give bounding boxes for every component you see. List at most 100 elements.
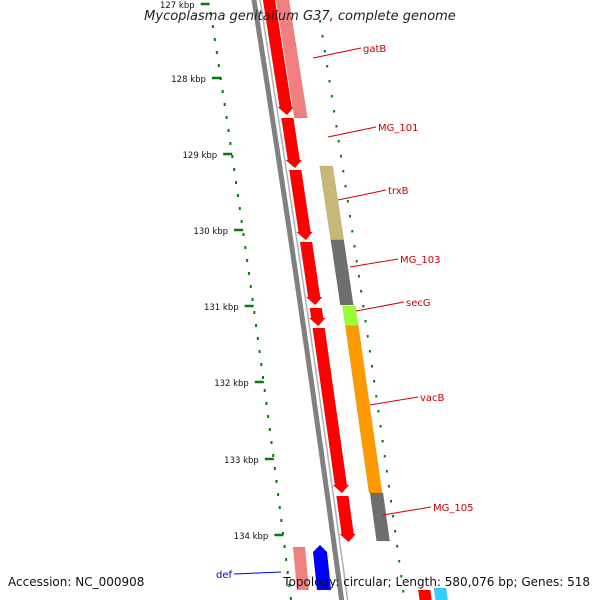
backbone-line-inner <box>259 0 349 600</box>
ruler-dot <box>231 155 234 158</box>
outer-ruler-dot <box>323 50 326 53</box>
ruler-tick-label: 129 kbp <box>183 151 218 161</box>
gene-label-def[interactable]: def <box>216 570 233 581</box>
outer-ruler-dot <box>398 560 401 563</box>
cds-arrow-3[interactable] <box>288 169 314 241</box>
gene-label-MG_105[interactable]: MG_105 <box>433 503 473 514</box>
ruler-dot <box>256 337 259 340</box>
ruler-dot <box>225 116 228 119</box>
ruler-dot <box>217 64 220 67</box>
ruler-dot <box>281 532 284 535</box>
label-leader-MG_101 <box>327 126 377 138</box>
ruler-dot <box>209 12 212 15</box>
ruler-tick-label: 132 kbp <box>214 379 249 389</box>
ruler-tick-label: 131 kbp <box>204 303 239 313</box>
outer-ruler-dot <box>362 305 365 308</box>
ruler-dot <box>255 324 258 327</box>
ruler-dot <box>247 272 250 275</box>
backbone-line-outer <box>251 0 345 600</box>
ruler-dot <box>272 454 275 457</box>
cds-arrow-1[interactable] <box>261 0 295 116</box>
gene-block-def[interactable] <box>313 545 331 590</box>
gene-block-cyan[interactable] <box>433 587 448 600</box>
ruler-dot <box>223 103 226 106</box>
ruler-dot <box>262 376 265 379</box>
cds-arrow-5[interactable] <box>308 307 326 327</box>
gene-block-trxB[interactable] <box>319 165 345 241</box>
gene-block-MG_103[interactable] <box>330 239 354 306</box>
gene-block-vacB[interactable] <box>345 325 383 494</box>
gene-block-pink-lower[interactable] <box>293 547 309 590</box>
label-leader-secG <box>355 301 405 312</box>
cds-arrow-6[interactable] <box>312 327 350 494</box>
ruler-dot <box>213 38 216 41</box>
outer-ruler-dot <box>321 35 324 38</box>
ruler-dot <box>215 51 218 54</box>
gene-block-gatB[interactable] <box>274 0 308 119</box>
ruler-dot <box>242 233 245 236</box>
ruler-dot <box>286 571 289 574</box>
outer-ruler-dot <box>371 365 374 368</box>
outer-ruler-dot <box>353 245 356 248</box>
gene-label-secG[interactable]: secG <box>406 298 431 309</box>
ruler-dot <box>235 181 238 184</box>
cds-arrow-4[interactable] <box>299 241 323 306</box>
outer-ruler-dot <box>379 425 382 428</box>
ruler-dot <box>211 25 214 28</box>
label-leader-gatB <box>312 47 362 59</box>
ruler-dot <box>278 506 281 509</box>
map-title: Mycoplasma genitalium G37, complete geno… <box>144 9 456 24</box>
outer-ruler-dot <box>364 320 367 323</box>
ruler-dot <box>246 259 249 262</box>
ruler-dot <box>265 402 268 405</box>
outer-ruler-dot <box>400 575 403 578</box>
gene-block-MG_105[interactable] <box>369 492 390 542</box>
outer-ruler-dot <box>360 290 363 293</box>
label-leader-def <box>233 571 282 575</box>
cds-arrow-7[interactable] <box>336 495 357 543</box>
ruler-dot <box>258 350 261 353</box>
outer-ruler-dot <box>381 440 384 443</box>
gene-label-vacB[interactable]: vacB <box>420 393 445 404</box>
topology-label: Topology: circular; Length: 580,076 bp; … <box>283 575 590 589</box>
outer-ruler-dot <box>377 410 380 413</box>
ruler-dot <box>238 207 241 210</box>
outer-ruler-dot <box>346 200 349 203</box>
ruler-dot <box>270 441 273 444</box>
ruler-dot <box>277 493 280 496</box>
ruler-dot <box>283 545 286 548</box>
gene-label-MG_103[interactable]: MG_103 <box>400 255 440 266</box>
outer-ruler-dot <box>373 380 376 383</box>
label-leader-MG_105 <box>382 506 432 516</box>
ruler-dot <box>273 467 276 470</box>
outer-ruler-dot <box>368 350 371 353</box>
outer-ruler-dot <box>349 215 352 218</box>
label-leader-trxB <box>337 189 387 201</box>
gene-label-MG_101[interactable]: MG_101 <box>378 123 418 134</box>
ruler-dot <box>253 311 256 314</box>
ruler-dot <box>288 584 291 587</box>
ruler-dot <box>244 246 247 249</box>
gene-block-secG[interactable] <box>342 305 359 327</box>
outer-ruler-dot <box>402 590 405 593</box>
label-leader-MG_103 <box>349 258 399 268</box>
ruler-dot <box>260 363 263 366</box>
gene-label-trxB[interactable]: trxB <box>388 186 409 197</box>
cds-arrow-2[interactable] <box>281 117 303 169</box>
outer-ruler-dot <box>385 470 388 473</box>
outer-ruler-dot <box>335 125 338 128</box>
ruler-dot <box>275 480 278 483</box>
cds-arrow-bottom[interactable] <box>417 589 432 600</box>
ruler-tick-label: 130 kbp <box>193 227 228 237</box>
gene-label-gatB[interactable]: gatB <box>363 44 386 55</box>
ruler-tick-label: 134 kbp <box>234 532 269 542</box>
outer-ruler-dot <box>396 545 399 548</box>
ruler-dot <box>236 194 239 197</box>
outer-ruler-dot <box>333 110 336 113</box>
outer-ruler-dot <box>330 95 333 98</box>
outer-ruler-dot <box>340 155 343 158</box>
ruler-dot <box>240 220 243 223</box>
ruler-tick-label: 127 kbp <box>160 1 195 11</box>
